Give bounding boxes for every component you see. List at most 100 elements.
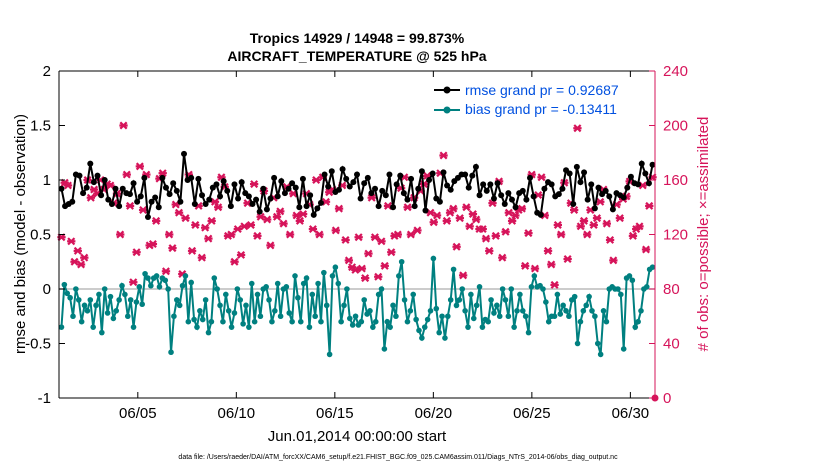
bias-point <box>246 324 252 330</box>
legend-box <box>428 79 648 121</box>
bias-point <box>257 313 264 320</box>
bias-point <box>600 308 607 314</box>
chart-title-line2: AIRCRAFT_TEMPERATURE @ 525 hPa <box>227 48 486 64</box>
rmse-point <box>181 150 188 157</box>
y-left-tick-label: -1 <box>38 390 51 407</box>
rmse-point <box>148 198 155 205</box>
chart-title-line1: Tropics 14929 / 14948 = 99.873% <box>250 30 465 46</box>
rmse-point <box>505 190 512 197</box>
y-left-tick-label: 1 <box>43 172 51 189</box>
obs-marker <box>556 230 566 239</box>
bias-point <box>387 324 393 330</box>
rmse-point <box>382 192 389 199</box>
obs-marker <box>210 197 220 206</box>
bias-point <box>220 318 226 325</box>
rmse-point <box>426 177 433 183</box>
legend: rmse grand pr = 0.92687 bias grand pr = … <box>428 79 648 121</box>
x-tick-label: 06/25 <box>513 405 551 422</box>
bias-point <box>306 324 313 330</box>
rmse-point <box>541 185 548 192</box>
rmse-point <box>98 192 105 199</box>
obs-marker <box>119 121 128 130</box>
obs-marker <box>76 260 86 269</box>
rmse-point <box>220 178 227 185</box>
obs-marker <box>615 214 625 223</box>
bias-point <box>638 308 644 314</box>
plot-area: 06/05 06/10 06/15 06/20 06/25 06/30 -1 -0.5 0 0.5… <box>25 63 688 422</box>
bias-point <box>318 318 324 325</box>
rmse-point <box>494 180 501 187</box>
obs-marker <box>530 264 540 273</box>
bias-point <box>263 284 269 290</box>
bias-point <box>476 284 483 290</box>
obs-marker <box>138 205 148 214</box>
bias-point <box>116 297 122 303</box>
bias-point <box>104 310 111 316</box>
rmse-point <box>645 180 652 187</box>
bias-point <box>496 313 503 320</box>
bias-point <box>453 302 460 309</box>
bias-point <box>93 302 99 309</box>
obs-marker <box>393 230 402 239</box>
obs-marker <box>158 169 167 178</box>
rmse-point <box>346 183 353 190</box>
rmse-point <box>559 185 566 192</box>
bias-point <box>248 280 255 287</box>
bias-point <box>194 324 200 330</box>
rmse-point <box>335 186 342 193</box>
bias-point <box>384 318 391 325</box>
rmse-point <box>390 204 397 211</box>
bias-point <box>176 302 183 309</box>
bias-point <box>156 284 163 290</box>
bias-point <box>514 308 520 314</box>
bias-point <box>136 284 143 290</box>
rmse-point <box>256 208 263 215</box>
bias-point <box>626 273 633 279</box>
obs-marker <box>628 231 638 240</box>
rmse-point <box>285 185 292 192</box>
obs-marker <box>498 253 507 262</box>
rmse-point <box>206 196 213 203</box>
bias-point <box>254 291 261 298</box>
legend-rmse-marker <box>443 86 451 94</box>
obs-marker <box>233 225 242 234</box>
bias-point <box>113 308 120 314</box>
bias-point <box>251 318 258 325</box>
bias-point <box>563 308 569 314</box>
obs-marker <box>132 248 141 257</box>
obs-marker <box>168 244 177 253</box>
bias-point <box>96 291 102 298</box>
rmse-point <box>141 174 148 181</box>
obs-marker <box>576 222 585 231</box>
rmse-point <box>624 184 631 191</box>
bias-point <box>508 286 515 292</box>
bias-point <box>594 340 601 347</box>
bias-point <box>197 308 203 314</box>
bias-point <box>462 308 468 314</box>
obs-marker <box>583 230 592 239</box>
rmse-point <box>526 174 533 181</box>
rmse-point <box>267 195 274 202</box>
bias-point <box>551 313 558 320</box>
rmse-point <box>69 198 76 205</box>
rmse-point <box>108 200 115 207</box>
legend-bias-label: bias grand pr = -0.13411 <box>465 101 617 117</box>
bias-point <box>110 315 117 322</box>
rmse-point <box>570 200 577 207</box>
bias-point <box>525 329 532 336</box>
bias-point <box>341 302 347 309</box>
bias-point <box>491 310 497 316</box>
obs-marker <box>354 233 363 242</box>
rmse-point <box>130 180 137 187</box>
rmse-point <box>116 203 123 210</box>
obs-marker <box>485 246 494 255</box>
bias-point <box>404 318 411 325</box>
rmse-point <box>281 190 288 197</box>
rmse-point <box>339 166 346 173</box>
bias-point <box>122 291 128 298</box>
rmse-point <box>483 187 490 194</box>
rmse-point <box>368 190 375 197</box>
obs-marker <box>537 173 546 182</box>
obs-marker <box>592 214 602 223</box>
